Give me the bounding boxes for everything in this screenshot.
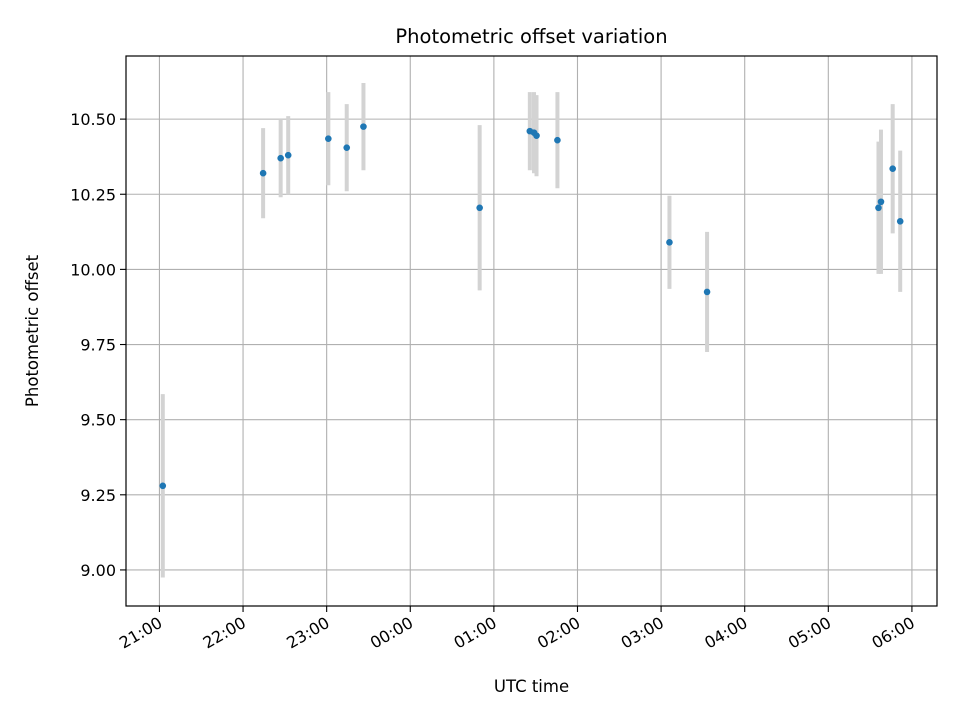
y-axis-ticks: 9.00 9.25 9.50 9.75 10.00 10.25 10.50 bbox=[70, 110, 126, 580]
data-point bbox=[875, 204, 882, 212]
y-axis-label: Photometric offset bbox=[23, 254, 42, 407]
data-point bbox=[259, 169, 267, 177]
data-point bbox=[703, 288, 711, 296]
y-tick-label: 10.25 bbox=[70, 185, 116, 204]
data-point bbox=[343, 144, 351, 151]
y-tick-label: 9.00 bbox=[80, 561, 116, 580]
y-tick-label: 10.00 bbox=[70, 260, 116, 279]
y-tick-label: 9.50 bbox=[80, 411, 116, 430]
data-points bbox=[159, 123, 904, 490]
data-point bbox=[554, 136, 561, 144]
data-point bbox=[896, 218, 904, 225]
data-point bbox=[666, 239, 673, 246]
y-tick-label: 10.50 bbox=[70, 110, 116, 129]
data-point bbox=[889, 165, 896, 173]
chart-title: Photometric offset variation bbox=[395, 25, 667, 48]
data-point bbox=[284, 151, 292, 159]
data-point bbox=[533, 132, 540, 139]
y-tick-label: 9.25 bbox=[80, 486, 116, 505]
plot-frame bbox=[125, 55, 938, 607]
y-tick-label: 9.75 bbox=[80, 336, 116, 355]
data-point bbox=[360, 123, 367, 130]
data-point bbox=[476, 204, 483, 212]
data-point bbox=[325, 135, 332, 142]
data-point bbox=[877, 198, 885, 206]
data-point bbox=[277, 154, 284, 162]
x-axis-label: UTC time bbox=[494, 677, 569, 696]
data-point bbox=[159, 482, 167, 490]
